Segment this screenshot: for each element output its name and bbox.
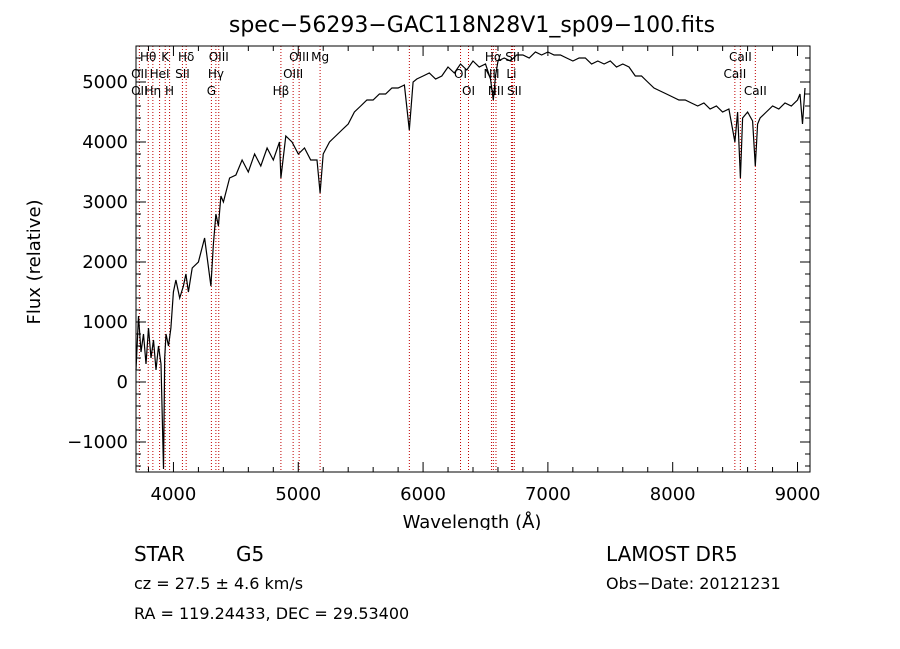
x-tick-label: 6000	[400, 484, 446, 505]
line-label: Hα	[485, 50, 502, 64]
line-label: SII	[505, 50, 520, 64]
y-tick-label: 1000	[82, 312, 128, 333]
spectral-line-labels: HθOIIOIIKHeIHηHδSIIHOIIIHγGOIIIOIIIHβMgO…	[131, 50, 767, 98]
x-axis-label: Wavelength (Å)	[403, 511, 542, 530]
line-label: HeI	[150, 67, 170, 81]
line-label: OIII	[209, 50, 229, 64]
line-label: H	[165, 84, 174, 98]
line-label: G	[207, 84, 216, 98]
plot-frame	[135, 45, 811, 473]
y-tick-label: −1000	[67, 432, 128, 453]
line-label: OIII	[289, 50, 309, 64]
line-label: OI	[454, 67, 467, 81]
redshift-velocity: cz = 27.5 ± 4.6 km/s	[134, 574, 304, 593]
line-label: Hδ	[178, 50, 194, 64]
line-label: OII	[131, 84, 148, 98]
x-axis: 4000 5000 6000 7000 8000 9000	[147, 46, 821, 505]
line-label: OIII	[283, 67, 303, 81]
line-label: Li	[506, 67, 516, 81]
x-tick-label: 4000	[151, 484, 197, 505]
line-label: Hγ	[208, 67, 224, 81]
y-tick-label: 2000	[82, 252, 128, 273]
line-label: SII	[507, 84, 522, 98]
line-label: CaII	[723, 67, 746, 81]
ra-dec-coordinates: RA = 119.24433, DEC = 29.53400	[134, 604, 410, 623]
y-tick-label: 3000	[82, 192, 128, 213]
x-tick-label: 7000	[525, 484, 571, 505]
y-tick-label: 5000	[82, 72, 128, 93]
y-tick-label: 4000	[82, 132, 128, 153]
line-label: OII	[131, 67, 148, 81]
object-type: STAR	[134, 542, 185, 566]
line-label: CaII	[744, 84, 767, 98]
observation-date: Obs−Date: 20121231	[606, 574, 781, 593]
line-label: NII	[488, 84, 504, 98]
line-label: K	[161, 50, 170, 64]
x-tick-label: 8000	[650, 484, 696, 505]
x-tick-label: 5000	[275, 484, 321, 505]
y-axis: −1000 0 1000 2000 3000 4000 5000	[67, 57, 810, 467]
survey-name: LAMOST DR5	[606, 542, 738, 566]
line-label: OI	[462, 84, 475, 98]
line-label: Hη	[145, 84, 162, 98]
line-label: Hθ	[140, 50, 156, 64]
spectrum-chart: spec−56293−GAC118N28V1_sp09−100.fits Hθ O…	[24, 13, 821, 530]
y-tick-label: 0	[117, 372, 128, 393]
spectrum-series	[135, 51, 806, 470]
spectral-class: G5	[236, 542, 265, 566]
x-tick-label: 9000	[775, 484, 821, 505]
line-label: CaII	[729, 50, 752, 64]
line-label: Mg	[311, 50, 329, 64]
line-label: Hβ	[273, 84, 290, 98]
chart-title: spec−56293−GAC118N28V1_sp09−100.fits	[229, 13, 715, 38]
line-label: SII	[175, 67, 190, 81]
spectral-line-markers	[138, 46, 756, 472]
y-axis-label: Flux (relative)	[24, 199, 45, 324]
